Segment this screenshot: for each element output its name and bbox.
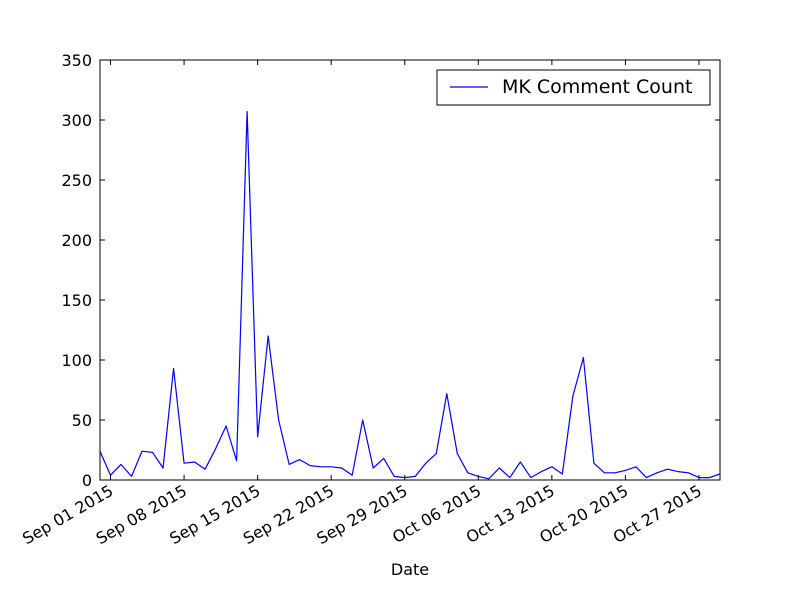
y-tick-label: 200 [61, 231, 92, 250]
series-layer [99, 110, 721, 480]
y-tick-label: 250 [61, 171, 92, 190]
y-tick-label: 350 [61, 51, 92, 70]
x-axis-title: Date [391, 560, 429, 579]
y-axis-ticks: 0 50 100 150 200 250 300 350 [61, 51, 720, 490]
y-tick-label: 50 [72, 411, 92, 430]
plot-frame [99, 59, 721, 481]
y-tick-label: 150 [61, 291, 92, 310]
y-tick-label: 100 [61, 351, 92, 370]
series-line [99, 110, 721, 480]
legend-label: MK Comment Count [502, 76, 692, 98]
legend: MK Comment Count [436, 69, 711, 106]
plot-area-border [99, 59, 721, 481]
y-tick-label: 300 [61, 111, 92, 130]
y-tick-label: 0 [82, 471, 92, 490]
